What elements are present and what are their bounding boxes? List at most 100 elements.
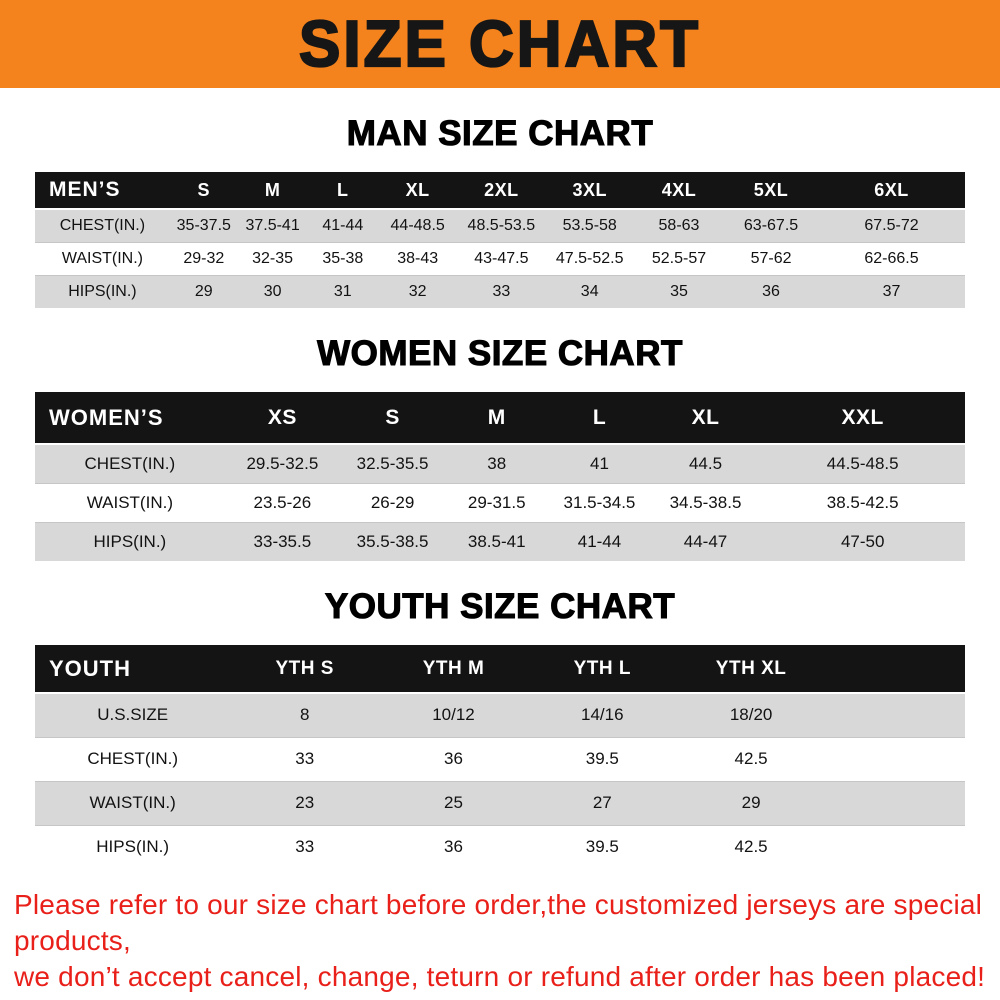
size-value: 37 <box>882 282 901 300</box>
size-value: 34.5-38.5 <box>669 492 742 512</box>
women-size-table: WOMEN’S XS S M L XL XXL CHEST(IN.) 29.5-32.5 32.5… <box>35 392 965 561</box>
size-value: 38.5-42.5 <box>826 492 899 512</box>
size-value: 23 <box>295 793 315 812</box>
table-row: HIPS(IN.) 33-35.5 35.5-38.5 38.5-41 41-44 44-… <box>35 522 965 561</box>
row-label: CHEST(IN.) <box>84 453 176 473</box>
size-value: 34 <box>580 282 599 300</box>
size-value: 57-62 <box>750 249 792 267</box>
size-value: 47.5-52.5 <box>555 249 624 267</box>
table-row: WAIST(IN.) 23.5-26 26-29 29-31.5 31.5-34.5 34… <box>35 483 965 522</box>
size-column-header: 6XL <box>874 179 909 200</box>
table-row: WAIST(IN.) 29-32 32-35 35-38 38-43 43-47.5 47.… <box>35 242 965 275</box>
table-header-row: WOMEN’S XS S M L XL XXL <box>35 392 965 444</box>
filler-cell <box>825 645 965 693</box>
table-header-row: YOUTH YTH S YTH M YTH L YTH XL <box>35 645 965 693</box>
size-value: 33-35.5 <box>253 531 312 551</box>
table-row: U.S.SIZE 8 10/12 14/16 18/20 <box>35 693 965 737</box>
size-value: 44-47 <box>683 531 728 551</box>
size-column-header: M <box>264 179 281 200</box>
disclaimer-line: Please refer to our size chart before or… <box>14 889 983 956</box>
table-row: CHEST(IN.) 33 36 39.5 42.5 <box>35 737 965 781</box>
size-value: 38 <box>487 453 507 473</box>
size-value: 33 <box>295 749 315 768</box>
size-column-header: 4XL <box>661 179 697 200</box>
size-column-header: S <box>385 405 400 429</box>
size-value: 25 <box>444 793 463 812</box>
size-value: 29 <box>741 793 761 812</box>
filler-cell <box>825 825 965 869</box>
row-label: WAIST(IN.) <box>61 249 143 267</box>
filler-cell <box>825 737 965 781</box>
size-column-header: XL <box>405 179 430 200</box>
size-column-header: 2XL <box>484 179 519 200</box>
size-value: 35-38 <box>322 249 364 267</box>
table-corner-label: MEN’S <box>49 178 121 201</box>
size-value: 36 <box>444 837 463 857</box>
size-value: 31.5-34.5 <box>563 492 636 512</box>
men-size-section: MAN SIZE CHART MEN’S S M L XL 2XL 3XL 4XL 5XL 6XL… <box>0 113 1000 308</box>
row-label: WAIST(IN.) <box>86 492 173 512</box>
size-value: 39.5 <box>585 749 619 768</box>
size-value: 63-67.5 <box>743 216 799 234</box>
women-size-section: WOMEN SIZE CHART WOMEN’S XS S M L XL XXL CHEST(… <box>0 333 1000 561</box>
size-value: 29-31.5 <box>467 492 526 512</box>
size-value: 36 <box>762 282 780 300</box>
size-value: 32 <box>408 282 427 300</box>
size-value: 35-37.5 <box>176 216 231 234</box>
size-value: 41 <box>590 453 609 473</box>
size-value: 10/12 <box>432 705 475 725</box>
size-column-header: YTH L <box>573 657 631 679</box>
row-label: HIPS(IN.) <box>68 282 137 300</box>
size-value: 42.5 <box>734 837 768 857</box>
row-label: HIPS(IN.) <box>93 531 167 551</box>
youth-size-section: YOUTH SIZE CHART YOUTH YTH S YTH M YTH L YTH… <box>0 586 1000 869</box>
size-value: 44-48.5 <box>390 216 445 234</box>
men-section-heading: MAN SIZE CHART <box>346 113 654 153</box>
size-value: 37.5-41 <box>245 216 300 234</box>
size-column-header: 5XL <box>753 179 789 200</box>
size-column-header: YTH M <box>422 657 485 679</box>
size-value: 48.5-53.5 <box>467 216 536 234</box>
page-title: SIZE CHART <box>298 7 701 82</box>
size-value: 26-29 <box>370 492 415 512</box>
row-label: HIPS(IN.) <box>96 837 170 857</box>
size-value: 38-43 <box>397 249 439 267</box>
size-value: 58-63 <box>658 216 700 234</box>
size-chart-banner: SIZE CHART <box>0 0 1000 88</box>
size-value: 53.5-58 <box>562 216 617 234</box>
size-value: 32.5-35.5 <box>356 453 429 473</box>
size-value: 44.5 <box>688 453 723 473</box>
filler-cell <box>825 693 965 737</box>
row-label: U.S.SIZE <box>97 705 169 725</box>
size-value: 39.5 <box>585 837 619 857</box>
size-value: 30 <box>263 282 282 300</box>
size-value: 27 <box>592 793 612 812</box>
size-value: 67.5-72 <box>864 216 919 234</box>
size-value: 23.5-26 <box>253 492 312 512</box>
size-column-header: XL <box>691 405 720 429</box>
size-column-header: L <box>337 179 349 200</box>
size-column-header: XXL <box>841 405 884 429</box>
size-value: 33 <box>492 282 511 300</box>
disclaimer: Please refer to our size chart before or… <box>14 887 986 994</box>
women-section-heading: WOMEN SIZE CHART <box>317 333 683 373</box>
size-column-header: 3XL <box>572 179 607 200</box>
size-value: 8 <box>299 705 310 725</box>
size-value: 14/16 <box>581 705 624 725</box>
disclaimer-line: we don’t accept cancel, change, teturn o… <box>14 960 986 992</box>
table-row: WAIST(IN.) 23 25 27 29 <box>35 781 965 825</box>
table-header-row: MEN’S S M L XL 2XL 3XL 4XL 5XL 6XL <box>35 172 965 209</box>
size-value: 32-35 <box>252 249 294 267</box>
size-column-header: YTH XL <box>715 657 787 679</box>
size-value: 43-47.5 <box>474 249 529 267</box>
size-column-header: YTH S <box>275 657 334 679</box>
size-value: 38.5-41 <box>467 531 526 551</box>
size-value: 29 <box>194 282 213 300</box>
youth-section-heading: YOUTH SIZE CHART <box>324 586 676 626</box>
size-value: 62-66.5 <box>864 249 919 267</box>
table-corner-label: YOUTH <box>49 655 131 681</box>
size-value: 52.5-57 <box>651 249 707 267</box>
size-value: 41-44 <box>577 531 622 551</box>
men-size-table: MEN’S S M L XL 2XL 3XL 4XL 5XL 6XL CHEST(IN.) 35-37… <box>35 172 965 308</box>
size-value: 29.5-32.5 <box>246 453 319 473</box>
